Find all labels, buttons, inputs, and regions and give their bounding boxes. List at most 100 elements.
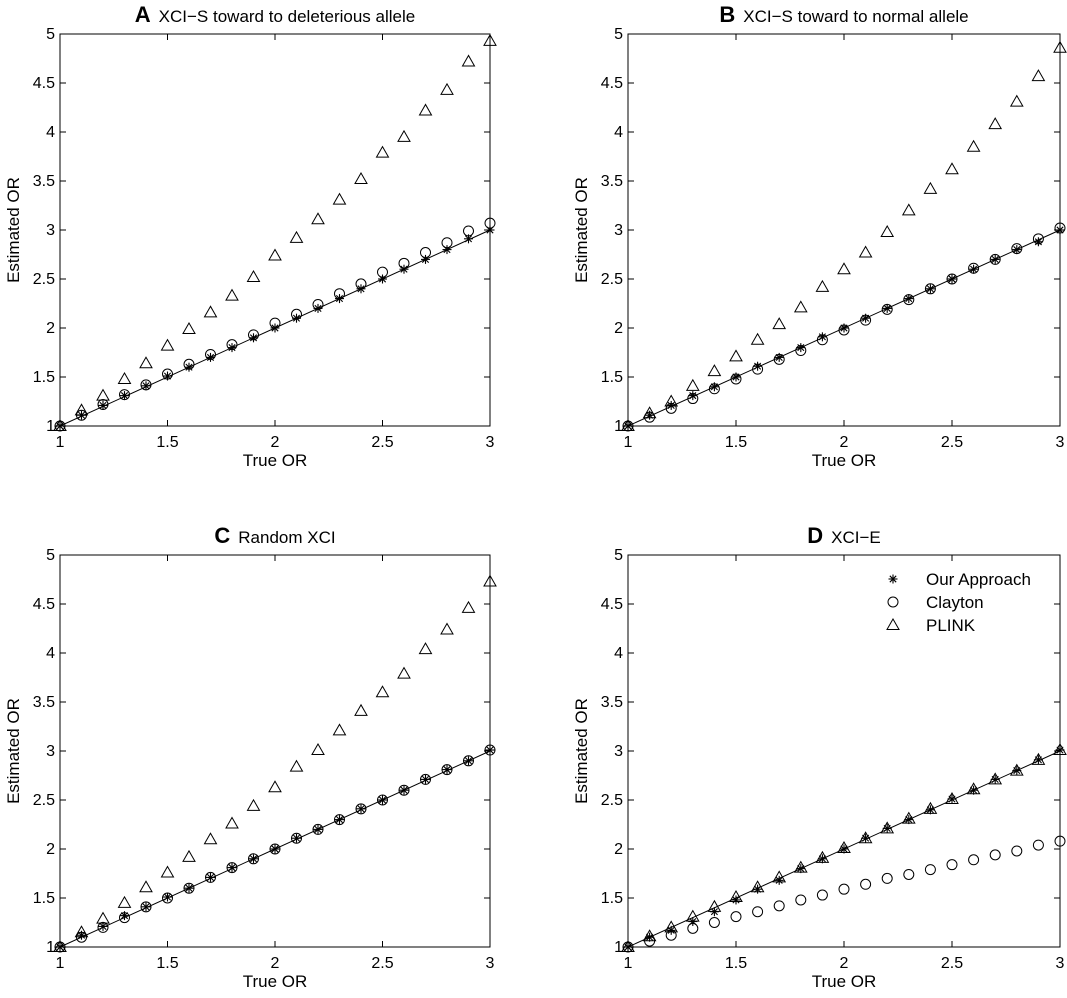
plink-point-c-6 bbox=[182, 849, 196, 862]
y-tick-label-a-6: 4 bbox=[46, 124, 55, 141]
clayton-point-a-7 bbox=[205, 348, 216, 360]
x-axis-label-a: True OR bbox=[243, 451, 308, 470]
plink-point-c-7 bbox=[203, 832, 218, 845]
y-tick-label-a-1: 1.5 bbox=[33, 369, 55, 386]
y-tick-label-a-4: 3 bbox=[46, 222, 55, 239]
y-tick-label-d-1: 1.5 bbox=[601, 890, 623, 907]
plink-point-c-20 bbox=[483, 574, 497, 587]
plink-point-a-4 bbox=[139, 356, 153, 369]
plink-point-a-1 bbox=[74, 403, 89, 416]
clayton-point-b-13 bbox=[903, 294, 915, 306]
clayton-point-b-1 bbox=[644, 411, 656, 423]
plink-point-a-18 bbox=[440, 82, 454, 95]
plink-point-c-18 bbox=[440, 622, 454, 635]
plink-point-b-0 bbox=[621, 418, 635, 431]
plink-point-a-3 bbox=[117, 371, 132, 384]
plink-point-c-9 bbox=[246, 798, 261, 811]
y-tick-label-c-5: 3.5 bbox=[33, 694, 55, 711]
clayton-point-d-3 bbox=[687, 922, 699, 934]
our-approach-point-d-10 bbox=[839, 844, 849, 854]
series-plink-d bbox=[621, 743, 1067, 952]
our-approach-point-b-6 bbox=[753, 361, 763, 371]
plink-point-c-16 bbox=[397, 666, 411, 679]
y-tick-label-c-4: 3 bbox=[46, 743, 55, 760]
clayton-point-a-16 bbox=[398, 257, 410, 269]
x-tick-label-a-2: 2 bbox=[271, 434, 280, 451]
plink-point-d-4 bbox=[707, 899, 722, 912]
y-tick-label-c-1: 1.5 bbox=[33, 890, 55, 907]
y-tick-label-b-1: 1.5 bbox=[601, 369, 623, 386]
plink-point-d-16 bbox=[966, 782, 981, 795]
panel-title-text-a: XCI−S toward to deleterious allele bbox=[159, 7, 416, 26]
clayton-point-b-15 bbox=[946, 273, 958, 285]
plink-point-a-5 bbox=[160, 338, 175, 351]
legend-d: Our Approach Clayton PLINK bbox=[886, 570, 1031, 635]
plink-point-d-12 bbox=[880, 821, 895, 834]
panel-title-text-c: Random XCI bbox=[238, 528, 335, 547]
plink-point-b-2 bbox=[664, 394, 679, 407]
y-tick-label-b-2: 2 bbox=[614, 320, 623, 337]
our-approach-point-c-4 bbox=[141, 902, 151, 912]
y-tick-label-c-2: 2 bbox=[46, 841, 55, 858]
plink-point-a-15 bbox=[375, 145, 390, 158]
x-tick-label-d-4: 3 bbox=[1056, 955, 1065, 972]
plink-point-b-18 bbox=[1009, 94, 1024, 107]
clayton-point-a-4 bbox=[140, 379, 152, 391]
plot-frame-a bbox=[59, 33, 491, 427]
plink-point-d-9 bbox=[815, 850, 830, 863]
clayton-point-c-18 bbox=[441, 764, 453, 776]
clayton-point-c-8 bbox=[226, 862, 238, 874]
clayton-point-c-5 bbox=[162, 892, 173, 904]
y-axis-label-d: Estimated OR bbox=[572, 698, 591, 804]
clayton-point-c-15 bbox=[377, 794, 388, 806]
clayton-point-b-14 bbox=[924, 283, 936, 295]
panel-title-text-b: XCI−S toward to normal allele bbox=[743, 7, 968, 26]
x-tick-label-d-1: 1.5 bbox=[725, 955, 747, 972]
our-approach-point-c-16 bbox=[399, 785, 409, 795]
y-tick-label-a-3: 2.5 bbox=[33, 271, 55, 288]
clayton-point-c-3 bbox=[119, 912, 130, 924]
y-tick-label-c-6: 4 bbox=[46, 645, 55, 662]
our-approach-point-b-13 bbox=[904, 294, 914, 304]
series-our-approach-c bbox=[55, 745, 495, 952]
plink-point-a-16 bbox=[397, 129, 411, 142]
our-approach-point-b-16 bbox=[969, 264, 979, 274]
plink-point-b-9 bbox=[815, 279, 830, 292]
our-approach-point-c-9 bbox=[249, 854, 258, 864]
our-approach-point-c-12 bbox=[313, 824, 323, 834]
plink-point-a-12 bbox=[311, 212, 325, 225]
clayton-point-d-13 bbox=[903, 868, 915, 880]
legend-marker-clayton bbox=[887, 596, 899, 608]
legend-marker-our-approach bbox=[888, 574, 898, 584]
legend-label-our-approach: Our Approach bbox=[926, 570, 1031, 589]
y-tick-label-d-6: 4 bbox=[614, 645, 623, 662]
plink-point-b-1 bbox=[642, 406, 657, 419]
clayton-point-a-10 bbox=[269, 317, 281, 329]
plot-frame-c bbox=[59, 554, 491, 948]
clayton-point-d-10 bbox=[838, 883, 850, 895]
panel-c: 1 1.5 2 2.5 3 1 1.5 2 2.5 3 3.5 4 4.5 5 True OR Estimat… bbox=[4, 523, 497, 991]
plink-point-b-12 bbox=[880, 224, 895, 237]
our-approach-point-d-16 bbox=[969, 785, 979, 795]
plink-point-c-15 bbox=[375, 685, 390, 698]
plink-point-a-6 bbox=[182, 321, 196, 334]
panel-letter-c: C bbox=[214, 523, 230, 548]
our-approach-point-a-2 bbox=[98, 400, 108, 410]
panel-title-b: B XCI−S toward to normal allele bbox=[719, 2, 968, 27]
our-approach-point-d-1 bbox=[645, 932, 655, 942]
our-approach-point-c-8 bbox=[227, 863, 237, 873]
panel-title-c: C Random XCI bbox=[214, 523, 335, 548]
plink-point-c-19 bbox=[461, 600, 476, 613]
plink-point-d-14 bbox=[923, 801, 938, 814]
clayton-point-c-7 bbox=[205, 871, 216, 883]
x-axis-label-c: True OR bbox=[243, 972, 308, 991]
clayton-point-d-5 bbox=[730, 911, 742, 923]
plink-point-b-17 bbox=[988, 117, 1003, 130]
clayton-point-a-8 bbox=[226, 339, 238, 351]
clayton-point-d-14 bbox=[924, 864, 936, 876]
plink-point-c-17 bbox=[418, 642, 433, 655]
our-approach-point-d-8 bbox=[796, 864, 806, 874]
our-approach-point-d-5 bbox=[731, 895, 741, 905]
clayton-point-a-3 bbox=[119, 389, 130, 401]
